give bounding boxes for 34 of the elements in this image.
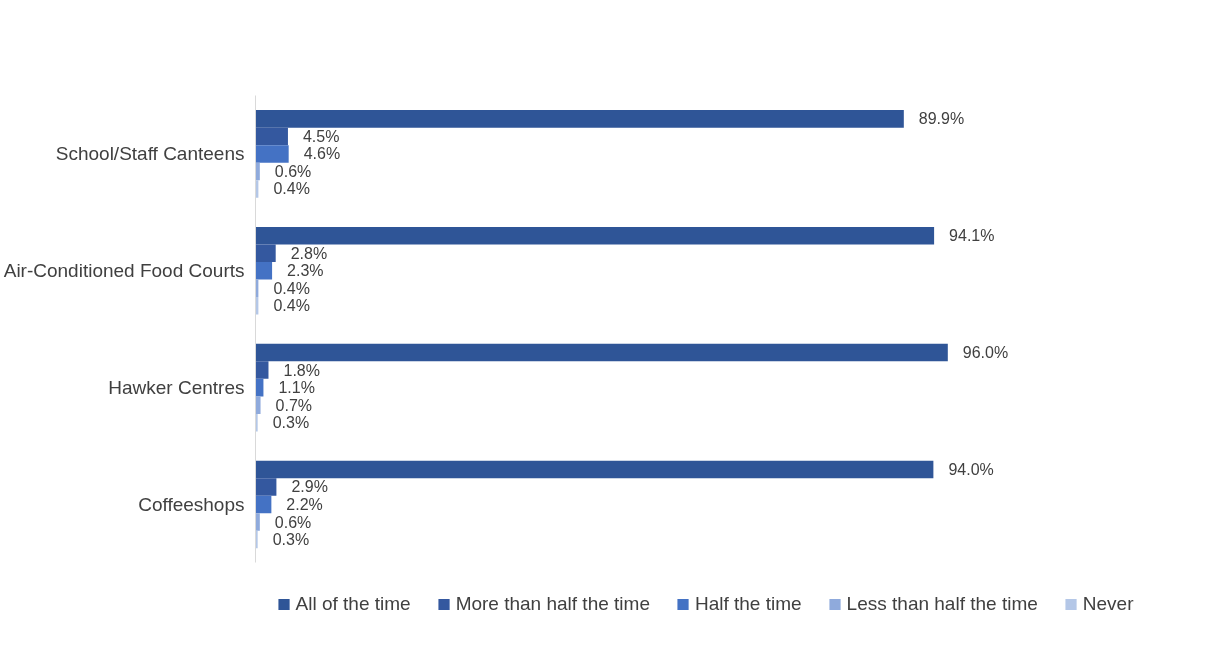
data-label: 0.4% [273,297,310,315]
data-label: 2.9% [291,478,328,496]
y-tick-label: Air-Conditioned Food Courts [3,260,245,282]
bar [255,495,272,514]
data-label: 0.4% [273,279,310,297]
data-label: 89.9% [918,110,965,128]
data-label: 96.0% [962,344,1009,362]
data-label: 0.3% [272,531,310,549]
legend-label: More than half the time [455,593,650,615]
data-label: 2.2% [286,495,323,513]
data-label: 0.7% [275,396,313,414]
y-tick-label: Hawker Centres [108,377,245,399]
data-label: 0.4% [273,180,310,198]
data-label: 2.3% [287,262,324,280]
bar [255,262,273,280]
legend-label: Less than half the time [846,593,1038,615]
data-label: 94.0% [948,460,994,478]
y-tick-label: School/Staff Canteens [55,143,245,165]
data-label: 0.6% [274,162,312,180]
bar [255,145,289,163]
data-label: 4.6% [303,145,341,163]
data-label: 94.1% [949,227,995,245]
data-label: 1.8% [283,361,320,379]
legend-label: All of the time [295,593,411,615]
data-label: 1.1% [278,379,315,397]
data-label: 0.6% [274,513,312,531]
data-label: 4.5% [302,127,340,145]
legend-label: Never [1082,593,1134,615]
y-tick-label: Coffeeshops [138,493,245,515]
data-label: 0.3% [272,414,310,432]
legend-label: Half the time [694,593,802,615]
bar [255,396,261,414]
bar [255,513,260,531]
data-label: 2.8% [290,244,328,262]
